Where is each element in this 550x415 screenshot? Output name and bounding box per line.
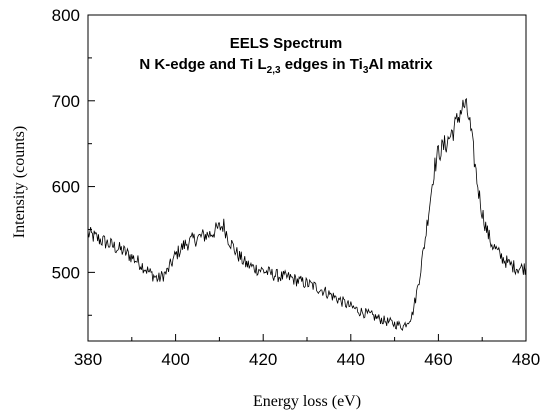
subtitle-subscript-1: 2,3 bbox=[267, 65, 281, 76]
subtitle-part-2: edges in Ti bbox=[281, 56, 363, 73]
x-axis-ticks: 380 400 420 440 460 480 bbox=[74, 334, 540, 369]
x-tick-label: 480 bbox=[512, 350, 540, 369]
chart-title: EELS Spectrum bbox=[230, 35, 343, 52]
y-tick-label: 800 bbox=[52, 6, 80, 25]
y-axis-ticks: 500 600 700 800 bbox=[52, 6, 95, 316]
x-tick-label: 460 bbox=[424, 350, 452, 369]
x-tick-label: 380 bbox=[74, 350, 102, 369]
x-tick-label: 440 bbox=[337, 350, 365, 369]
y-tick-label: 700 bbox=[52, 92, 80, 111]
y-tick-label: 500 bbox=[52, 263, 80, 282]
y-tick-label: 600 bbox=[52, 178, 80, 197]
x-tick-label: 400 bbox=[161, 350, 189, 369]
chart-subtitle: N K-edge and Ti L2,3 edges in Ti3Al matr… bbox=[139, 56, 433, 76]
series-group bbox=[87, 97, 527, 331]
x-tick-label: 420 bbox=[249, 350, 277, 369]
subtitle-part-3: Al matrix bbox=[368, 56, 433, 73]
y-axis-title: Intensity (counts) bbox=[11, 126, 28, 238]
spectrum-line bbox=[87, 97, 527, 331]
subtitle-part-1: N K-edge and Ti L bbox=[139, 56, 266, 73]
x-axis-title: Energy loss (eV) bbox=[253, 393, 361, 410]
subtitle-subscript-2: 3 bbox=[363, 65, 369, 76]
